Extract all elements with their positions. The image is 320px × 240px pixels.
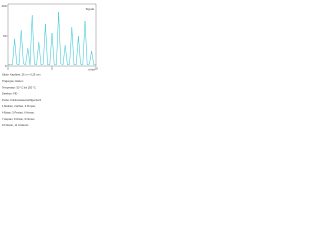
- y-tick-label: 50: [3, 34, 7, 38]
- y-tick-label: 100: [1, 4, 6, 8]
- x-axis-label: t/min: [88, 67, 95, 71]
- x-tick-label: 10: [94, 66, 98, 70]
- x-tick-label: 5: [51, 66, 53, 70]
- caption-line: 4 Butan, 5 Pentan, 6 Hexan,: [2, 110, 35, 114]
- caption-line: 10 Decan, 11 Undecan: [2, 123, 29, 127]
- caption-line: 1 Methan, 2 Ethan, 3 Propan,: [2, 104, 36, 108]
- caption-line: Trägergas: Helium: [2, 79, 23, 83]
- caption-line: Säule: Kapillare, 25 m × 0,25 mm: [2, 73, 40, 77]
- caption-line: 7 Heptan, 8 Octan, 9 Nonan,: [2, 117, 35, 121]
- legend-label: Signal: [86, 7, 95, 11]
- caption-line: Detektor: FID: [2, 92, 18, 96]
- caption-line: Probe: Kohlenwasserstoffgemisch: [2, 98, 42, 102]
- series-line: [7, 11, 96, 66]
- caption-line: Temperatur: 50 °C bis 250 °C: [2, 85, 36, 89]
- y-tick-label: 0: [5, 64, 7, 68]
- page: {"chart_data": {"type": "line", "x": [0,…: [0, 0, 100, 133]
- x-tick-label: 0: [7, 66, 9, 70]
